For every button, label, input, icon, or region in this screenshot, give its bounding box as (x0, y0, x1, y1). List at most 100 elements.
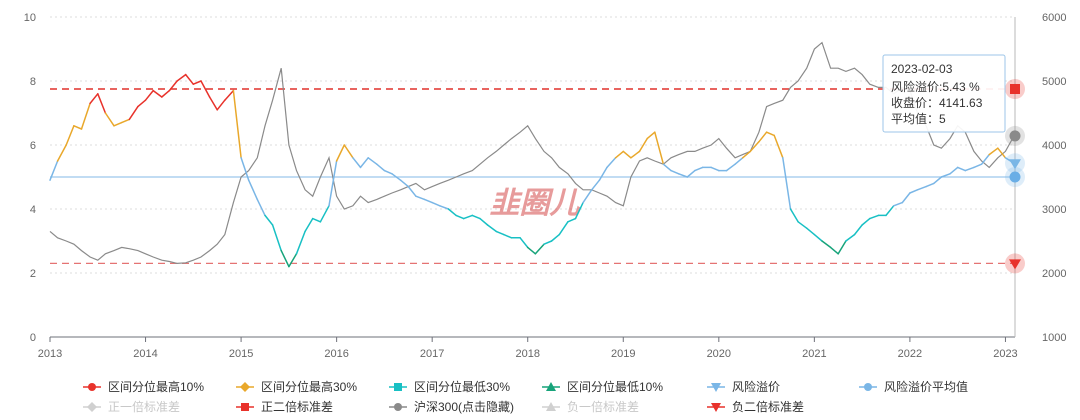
risk-premium-segment (901, 192, 911, 204)
y-right-tick-label: 1000 (1042, 332, 1066, 344)
tooltip-average: 平均值：5 (891, 111, 946, 126)
legend-item[interactable]: 风险溢价平均值 (859, 379, 968, 394)
tooltip-risk-premium: 风险溢价:5.43 % (891, 79, 980, 94)
y-left-tick-label: 6 (30, 140, 36, 152)
y-left-tick-label: 8 (30, 76, 36, 88)
risk-premium-segment (184, 73, 195, 85)
watermark: 韭圈儿 (490, 187, 581, 220)
legend-item[interactable]: 区间分位最高10% (83, 379, 204, 394)
risk-premium-segment (813, 233, 823, 242)
risk-premium-segment (582, 189, 593, 204)
risk-premium-segment (829, 246, 839, 255)
x-tick-label: 2013 (38, 348, 62, 360)
risk-premium-segment (694, 166, 704, 172)
risk-premium-segment (741, 150, 752, 159)
legend-item[interactable]: 正二倍标准差 (236, 399, 333, 414)
y-right-tick-label: 3000 (1042, 204, 1066, 216)
risk-premium-segment (439, 205, 450, 210)
legend-item[interactable]: 负二倍标准差 (707, 399, 804, 414)
legend-triangle-icon (546, 402, 556, 411)
x-tick-label: 2016 (324, 348, 348, 360)
y-right-tick-label: 4000 (1042, 140, 1066, 152)
risk-premium-segment (328, 160, 338, 207)
risk-premium-segment (288, 253, 298, 268)
risk-premium-segment (964, 166, 975, 172)
risk-premium-segment (264, 214, 274, 226)
y-right-tick-label: 2000 (1042, 268, 1066, 280)
risk-premium-segment (113, 121, 123, 127)
risk-premium-segment (89, 93, 99, 105)
risk-premium-segment (486, 224, 497, 233)
legend-square-icon (241, 403, 249, 411)
risk-premium-segment (534, 243, 545, 255)
risk-premium-segment (686, 169, 696, 178)
legend-item[interactable]: 沪深300(点击隐藏) (389, 400, 514, 414)
series-lines (49, 41, 1015, 268)
risk-premium-segment (224, 89, 235, 101)
x-tick-label: 2018 (515, 348, 539, 360)
legend-label: 区间分位最高10% (108, 379, 204, 394)
risk-premium-segment (765, 131, 775, 137)
risk-premium-segment (956, 166, 967, 172)
risk-premium-segment (65, 125, 75, 146)
risk-premium-segment (319, 205, 330, 223)
hs300-line (49, 41, 1015, 265)
legend-item[interactable]: 区间分位最低30% (389, 379, 510, 394)
risk-premium-segment (997, 147, 1007, 159)
legend-item[interactable]: 风险溢价 (707, 379, 780, 394)
legend-item[interactable]: 负一倍标准差 (542, 399, 639, 414)
legend-diamond-icon (240, 382, 250, 392)
tooltip-close-price: 收盘价：4141.63 (891, 95, 983, 110)
legend-label: 正一倍标准差 (108, 399, 180, 414)
risk-premium-segment (805, 227, 816, 236)
risk-premium-segment (606, 157, 617, 169)
risk-premium-segment (797, 221, 808, 229)
legend-label: 区间分位最低30% (414, 379, 510, 394)
risk-premium-segment (710, 166, 720, 172)
risk-premium-segment (208, 96, 218, 111)
risk-premium-segment (861, 217, 871, 226)
risk-premium-segment (399, 179, 410, 188)
risk-premium-segment (519, 237, 529, 249)
legend: 区间分位最高10% 区间分位最高30% 区间分位最低30% 区间分位最低10% 风险溢价… (83, 379, 968, 414)
risk-premium-segment (749, 141, 760, 153)
minus-2std-marker (1009, 259, 1021, 270)
risk-premium-segment (574, 201, 584, 220)
legend-label: 风险溢价平均值 (884, 379, 968, 394)
tooltip-date: 2023-02-03 (891, 62, 953, 76)
risk-premium-segment (343, 144, 354, 159)
legend-item[interactable]: 正一倍标准差 (83, 399, 180, 414)
risk-premium-segment (462, 214, 474, 220)
risk-premium-segment (940, 173, 951, 178)
legend-label: 负一倍标准差 (567, 399, 639, 414)
risk-premium-segment (144, 89, 154, 101)
risk-premium-segment (479, 217, 489, 226)
risk-premium-segment (821, 240, 832, 249)
risk-premium-segment (734, 157, 744, 165)
risk-premium-segment (415, 195, 426, 201)
risk-premium-segment (56, 144, 67, 162)
risk-premium-segment (543, 240, 553, 245)
x-tick-label: 2020 (707, 348, 731, 360)
grid-lines (50, 16, 1015, 274)
risk-premium-segment (447, 208, 457, 217)
mean-marker (1009, 171, 1021, 183)
risk-premium-segment (725, 163, 736, 172)
risk-premium-segment (933, 176, 943, 185)
risk-premium-segment (916, 185, 927, 191)
legend-item[interactable]: 区间分位最低10% (542, 379, 663, 394)
y-right-tick-label: 5000 (1042, 76, 1066, 88)
legend-triangle-icon (546, 382, 556, 391)
risk-premium-segment (949, 166, 959, 175)
y-right-tick-label: 6000 (1042, 12, 1066, 24)
hs300-marker (1009, 130, 1021, 142)
legend-circle-icon (394, 403, 402, 411)
legend-item[interactable]: 区间分位最高30% (236, 379, 357, 394)
legend-circle-icon (88, 383, 96, 391)
legend-square-icon (394, 383, 402, 391)
risk-premium-segment (885, 205, 895, 217)
legend-triangle-down-icon (711, 383, 721, 392)
risk-premium-segment (558, 221, 569, 236)
risk-premium-segment (376, 163, 386, 172)
y-left-tick-label: 2 (30, 268, 36, 280)
